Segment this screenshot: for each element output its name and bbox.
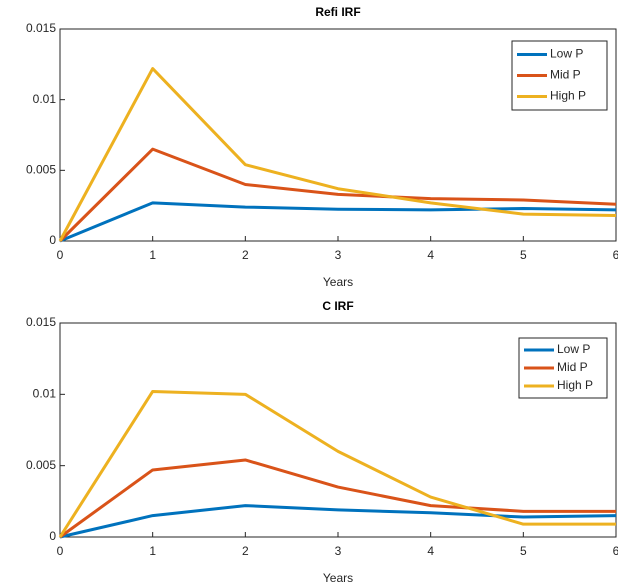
axes-box [59,322,617,538]
x-tick-label: 1 [149,248,156,262]
x-tick-label: 6 [613,544,618,558]
x-tick-label: 2 [242,248,249,262]
y-tick-label: 0.015 [26,21,56,35]
y-tick-label: 0.005 [26,163,56,177]
series-line [59,458,616,539]
x-tick-label: 0 [57,248,64,262]
legend-label: High P [550,89,586,103]
x-tick-label: 4 [427,248,434,262]
y-tick-label: 0.015 [26,315,56,329]
y-tick-label: 0 [49,233,56,247]
chart: Refi IRF Years 0 0.005 0.01 0.015 0 1 2 3 4 5 6 Low P… [26,5,618,289]
series-line [58,67,617,242]
legend-label: Low P [557,342,590,356]
series-line [59,201,617,243]
x-tick-label: 2 [242,544,249,558]
y-tick-label: 0.01 [33,387,57,401]
x-axis-label: Years [323,571,353,585]
y-tick-label: 0.005 [26,458,56,472]
x-tick-label: 5 [520,544,527,558]
x-tick-label: 6 [613,248,618,262]
x-axis-label: Years [323,275,353,289]
x-tick-label: 1 [149,544,156,558]
x-tick-label: 5 [520,248,527,262]
y-tick-label: 0.01 [33,92,57,106]
series-line [58,389,616,538]
x-tick-label: 3 [335,248,342,262]
chart: C IRF Years 0 0.005 0.01 0.015 0 1 2 3 4 5 6 Low P Mid… [26,299,618,585]
x-tick-label: 4 [427,544,434,558]
x-tick-label: 0 [57,544,64,558]
chart-title: C IRF [322,299,353,313]
x-tick-label: 3 [335,544,342,558]
series-line [58,147,617,243]
legend-label: Mid P [557,360,588,374]
y-tick-label: 0 [49,529,56,543]
legend-label: Mid P [550,68,581,82]
axes-box [59,28,617,242]
legend-label: High P [557,378,593,392]
legend-label: Low P [550,47,583,61]
series-line [59,504,617,539]
chart-title: Refi IRF [315,5,360,19]
